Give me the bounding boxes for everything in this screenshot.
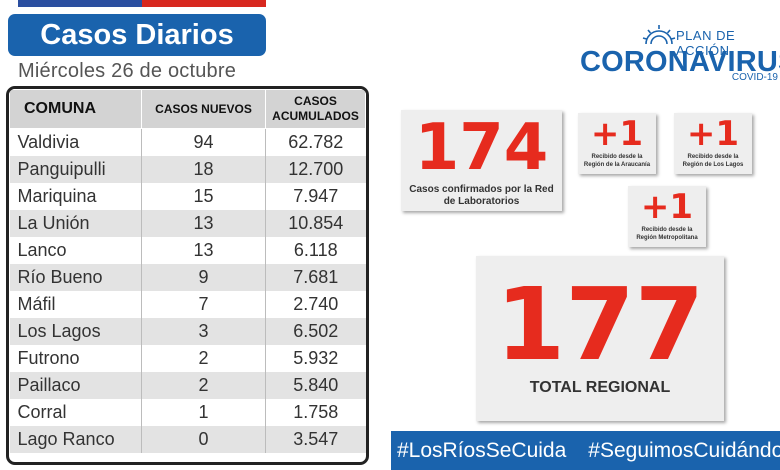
nuevos-cell: 9 (141, 264, 266, 291)
flag-stripe (18, 0, 266, 7)
table-row: Río Bueno 9 7.681 (9, 264, 366, 291)
metropolitana-caption: Recibido desde la Región Metropolitana (636, 227, 698, 241)
araucania-caption: Recibido desde la Región de la Araucanía (583, 154, 651, 168)
los-lagos-card: +1 Recibido desde la Región de Los Lagos (674, 113, 752, 174)
coronavirus-logo: PLAN DE ACCIÓN CORONAVIRUS COVID-19 (578, 24, 780, 86)
header-casos-acumulados: CASOS ACUMULADOS (265, 89, 366, 129)
header-comuna: COMUNA (9, 89, 142, 129)
logo-plan-text: PLAN DE ACCIÓN (676, 28, 736, 58)
los-lagos-caption: Recibido desde la Región de Los Lagos (682, 154, 744, 168)
comuna-cell: Lago Ranco (9, 426, 142, 453)
table-row: Valdivia 94 62.782 (9, 128, 366, 156)
total-regional-number: 177 (495, 266, 705, 383)
comuna-cell: Panguipulli (9, 156, 142, 183)
total-regional-caption: TOTAL REGIONAL (529, 379, 671, 396)
table-row: Corral 1 1.758 (9, 399, 366, 426)
logo-name-text: CORONAVIRUS (580, 46, 780, 78)
header-casos-nuevos: CASOS NUEVOS (141, 89, 266, 129)
date-subtitle: Miércoles 26 de octubre (18, 60, 237, 82)
virus-icon (642, 25, 676, 45)
nuevos-cell: 18 (141, 156, 266, 183)
table-row: Máfil 7 2.740 (9, 291, 366, 318)
acumulados-cell: 6.118 (265, 237, 366, 264)
comuna-cell: Río Bueno (9, 264, 142, 291)
table-row: Lanco 13 6.118 (9, 237, 366, 264)
acumulados-cell: 5.840 (265, 372, 366, 399)
table-row: Lago Ranco 0 3.547 (9, 426, 366, 453)
araucania-number: +1 (590, 114, 644, 154)
table-row: Paillaco 2 5.840 (9, 372, 366, 399)
comuna-cell: Paillaco (9, 372, 142, 399)
lab-cases-number: 174 (414, 111, 549, 185)
comuna-cell: Máfil (9, 291, 142, 318)
acumulados-cell: 5.932 (265, 345, 366, 372)
acumulados-cell: 1.758 (265, 399, 366, 426)
nuevos-cell: 1 (141, 399, 266, 426)
nuevos-cell: 2 (141, 372, 266, 399)
table-row: Mariquina 15 7.947 (9, 183, 366, 210)
table-header-row: COMUNA CASOS NUEVOS CASOS ACUMULADOS (9, 89, 366, 129)
nuevos-cell: 7 (141, 291, 266, 318)
nuevos-cell: 2 (141, 345, 266, 372)
araucania-card: +1 Recibido desde la Región de la Arauca… (578, 113, 656, 174)
comuna-cell: La Unión (9, 210, 142, 237)
logo-covid-text: COVID-19 (731, 72, 778, 83)
acumulados-cell: 6.502 (265, 318, 366, 345)
acumulados-cell: 62.782 (265, 128, 366, 156)
nuevos-cell: 3 (141, 318, 266, 345)
table-row: Futrono 2 5.932 (9, 345, 366, 372)
comuna-cell: Los Lagos (9, 318, 142, 345)
nuevos-cell: 0 (141, 426, 266, 453)
table-row: La Unión 13 10.854 (9, 210, 366, 237)
nuevos-cell: 94 (141, 128, 266, 156)
metropolitana-card: +1 Recibido desde la Región Metropolitan… (628, 186, 706, 247)
hashtag-bar: #LosRíosSeCuida #SeguimosCuidándonos (391, 431, 780, 470)
lab-cases-caption: Casos confirmados por la Red de Laborato… (409, 184, 554, 207)
comuna-cell: Lanco (9, 237, 142, 264)
nuevos-cell: 13 (141, 237, 266, 264)
comuna-cell: Mariquina (9, 183, 142, 210)
table-row: Los Lagos 3 6.502 (9, 318, 366, 345)
hashtag-seguimos: #SeguimosCuidándonos (588, 439, 780, 462)
nuevos-cell: 13 (141, 210, 266, 237)
comuna-cell: Futrono (9, 345, 142, 372)
acumulados-cell: 10.854 (265, 210, 366, 237)
page-title: Casos Diarios (8, 14, 266, 56)
hashtag-los-rios: #LosRíosSeCuida (397, 439, 567, 462)
lab-cases-card: 174 Casos confirmados por la Red de Labo… (401, 110, 562, 211)
los-lagos-number: +1 (686, 114, 740, 154)
acumulados-cell: 2.740 (265, 291, 366, 318)
nuevos-cell: 15 (141, 183, 266, 210)
comuna-cell: Corral (9, 399, 142, 426)
cases-table: COMUNA CASOS NUEVOS CASOS ACUMULADOS Val… (6, 86, 369, 465)
comuna-cell: Valdivia (9, 128, 142, 156)
acumulados-cell: 7.681 (265, 264, 366, 291)
metropolitana-number: +1 (640, 187, 694, 227)
table-row: Panguipulli 18 12.700 (9, 156, 366, 183)
acumulados-cell: 12.700 (265, 156, 366, 183)
acumulados-cell: 7.947 (265, 183, 366, 210)
acumulados-cell: 3.547 (265, 426, 366, 453)
total-regional-card: 177 TOTAL REGIONAL (476, 256, 724, 421)
